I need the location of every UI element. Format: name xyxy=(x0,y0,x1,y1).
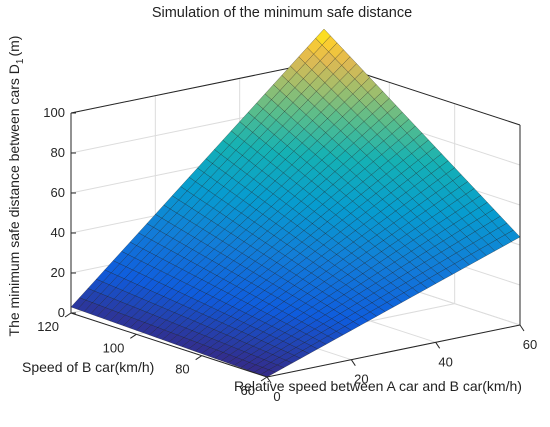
surface-layer xyxy=(70,28,521,378)
y-tick-label: 80 xyxy=(175,362,189,377)
y-tick-label: 60 xyxy=(241,383,255,398)
x-tick-mark xyxy=(435,342,441,349)
z-axis-label: The minimum safe distance between cars D… xyxy=(6,36,26,337)
x-tick-mark xyxy=(519,324,525,332)
z-tick-label: 60 xyxy=(51,185,65,200)
z-tick-label: 40 xyxy=(51,225,65,240)
z-tick-label: 0 xyxy=(58,305,65,320)
x-tick-label: 40 xyxy=(438,354,452,369)
z-axis-label-unit: (m) xyxy=(6,36,22,57)
axes-layer xyxy=(70,113,521,378)
x-tick-mark xyxy=(266,376,272,384)
y-tick-mark xyxy=(64,312,72,318)
y-tick-mark xyxy=(195,355,202,361)
y-axis-label: Speed of B car(km/h) xyxy=(22,359,154,375)
x-tick-label: 0 xyxy=(273,389,280,404)
chart-title: Simulation of the minimum safe distance xyxy=(152,5,412,21)
x-tick-mark xyxy=(350,359,356,366)
x-tick-label: 20 xyxy=(354,372,368,387)
y-tick-label: 100 xyxy=(103,340,125,355)
y-tick-mark xyxy=(130,333,137,339)
z-tick-label: 20 xyxy=(51,265,65,280)
x-tick-label: 60 xyxy=(523,337,537,352)
z-tick-label: 100 xyxy=(43,105,65,120)
y-axis-line xyxy=(70,312,268,378)
x-axis-line xyxy=(266,324,521,378)
z-tick-label: 80 xyxy=(51,145,65,160)
x-axis-label: Relative speed between A car and B car(k… xyxy=(234,378,522,394)
y-tick-mark xyxy=(260,376,268,382)
box-edge xyxy=(70,60,325,114)
z-axis-label-main: The minimum safe distance between cars D xyxy=(6,64,22,336)
y-tick-label: 120 xyxy=(37,319,59,334)
z-axis-label-subscript: 1 xyxy=(15,58,26,64)
